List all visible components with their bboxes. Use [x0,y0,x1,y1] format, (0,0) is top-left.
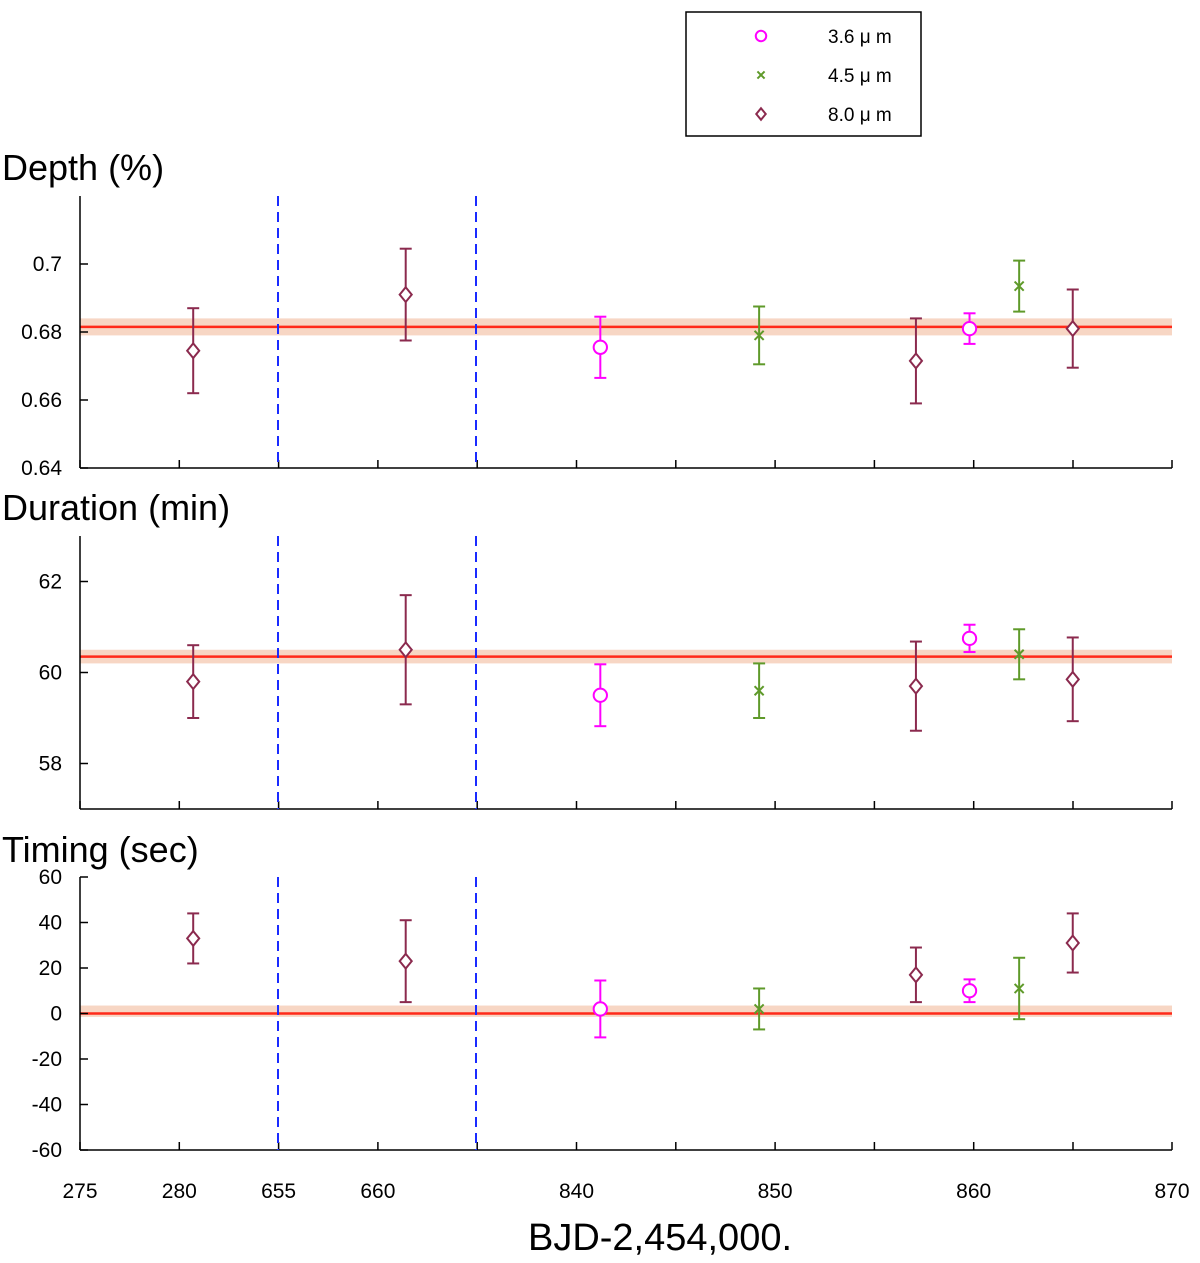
marker-diamond [185,341,201,360]
data-point-4-5 [1013,259,1026,313]
data-point-8-0 [1065,288,1081,369]
x-tick-label: 655 [261,1180,296,1203]
panel-title: Timing (sec) [2,829,199,870]
marker-diamond [908,677,924,696]
marker-diamond [908,965,924,984]
y-tick-label: 62 [39,571,62,594]
data-point-8-0 [185,644,201,719]
marker-diamond [908,351,924,370]
marker-diamond [185,672,201,691]
data-point-4-5 [1013,956,1026,1021]
marker-diamond [1065,319,1081,338]
marker-circle [961,983,978,999]
legend-entry: 3.6 μ m [754,27,892,48]
legend-label: 8.0 μ m [828,105,892,126]
data-point-3-6 [961,978,978,1004]
y-tick-label: 0.68 [21,321,62,344]
panel-title: Duration (min) [2,487,230,528]
data-point-8-0 [185,307,201,395]
data-point-8-0 [1065,912,1081,974]
data-point-8-0 [185,912,201,965]
marker-x [756,70,766,80]
data-point-8-0 [398,594,414,706]
marker-circle [592,687,608,703]
marker-x [1013,649,1025,660]
data-point-3-6 [961,623,978,654]
data-point-4-5 [753,662,766,719]
marker-x [753,685,765,696]
marker-diamond [185,929,201,948]
data-point-8-0 [1065,636,1081,723]
data-point-4-5 [753,305,766,366]
data-point-8-0 [908,946,924,1004]
data-point-4-5 [1013,628,1026,681]
panel-1: Depth (%) 0.64 0.66 0.68 0.7 [2,147,1173,480]
y-tick-label: 0.7 [33,253,62,276]
data-point-4-5 [753,987,766,1031]
y-tick-label: 40 [39,912,62,935]
panel-3: Timing (sec) -60 -40 -20 0 20 40 60 [2,829,1173,1162]
marker-x [753,330,765,341]
y-tick-label: 60 [39,866,62,889]
y-tick-label: -20 [32,1048,62,1071]
marker-x [1013,280,1025,292]
data-point-8-0 [398,919,414,1004]
panel-2: Duration (min) 58 60 62 [2,487,1173,810]
y-tick-label: 60 [39,662,62,685]
y-tick-label: 20 [39,957,62,980]
mean-band [80,1005,1172,1017]
marker-diamond [1065,934,1081,952]
x-axis-label: BJD-2,454,000. [528,1217,792,1259]
marker-diamond [398,640,414,659]
marker-diamond [398,285,414,304]
data-point-3-6 [592,979,608,1039]
marker-x [753,1003,765,1015]
data-point-8-0 [908,640,924,732]
x-tick-label: 850 [758,1180,793,1203]
y-tick-label: 0 [50,1003,62,1026]
data-point-3-6 [592,315,608,379]
marker-diamond [1065,670,1081,689]
y-tick-label: 0.64 [21,457,62,480]
marker-circle [754,29,768,43]
marker-circle [961,630,978,647]
x-tick-label: 660 [360,1180,395,1203]
y-tick-label: 0.66 [21,389,62,412]
x-tick-label: 840 [559,1180,594,1203]
marker-circle [592,339,608,355]
data-point-3-6 [592,663,608,728]
legend-label: 4.5 μ m [828,66,892,87]
legend: 3.6 μ m 4.5 μ m 8.0 μ m [685,11,922,137]
panel-title: Depth (%) [2,147,164,188]
x-tick-label: 280 [162,1180,197,1203]
x-tick-label: 275 [62,1180,97,1203]
data-point-8-0 [908,317,924,405]
x-tick-label: 870 [1154,1180,1189,1203]
y-tick-label: 58 [39,753,62,776]
legend-entry: 4.5 μ m [756,66,892,87]
marker-circle [961,320,978,337]
legend-label: 3.6 μ m [828,27,892,48]
data-point-3-6 [961,312,978,345]
y-tick-label: -60 [32,1139,62,1162]
data-point-8-0 [398,247,414,342]
y-tick-label: -40 [32,1094,62,1117]
x-tick-labels: 275 280 655 660 840 850 860 870 [62,1180,1189,1203]
legend-entry: 8.0 μ m [754,105,892,126]
legend-box [685,11,922,137]
marker-diamond [754,106,768,122]
marker-circle [592,1001,608,1017]
x-tick-label: 860 [956,1180,991,1203]
panels: Depth (%) 0.64 0.66 0.68 0.7 Duration (min) 58… [2,147,1190,1203]
marker-diamond [398,952,414,971]
marker-x [1013,983,1025,994]
